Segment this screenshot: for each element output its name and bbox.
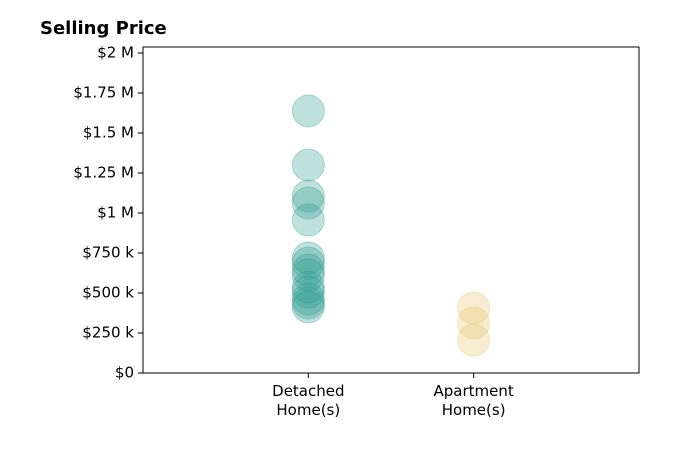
y-tick-label: $1.25 M <box>73 164 134 182</box>
y-tick-label: $0 <box>115 364 134 382</box>
point <box>291 179 325 213</box>
point <box>291 286 325 320</box>
point <box>291 241 325 275</box>
y-tick-label: $250 k <box>82 324 134 342</box>
point <box>291 258 325 292</box>
y-tick-label: $1.75 M <box>73 84 134 102</box>
point <box>291 253 325 287</box>
point <box>457 323 491 357</box>
y-tick-label: $2 M <box>97 44 134 62</box>
point <box>291 246 325 280</box>
y-tick-label: $750 k <box>82 244 134 262</box>
point <box>291 290 325 324</box>
y-tick-label: $500 k <box>82 284 134 302</box>
point <box>291 186 325 220</box>
plot-frame <box>142 46 640 374</box>
x-tick-label: Detached Home(s) <box>272 382 345 419</box>
chart-title: Selling Price <box>40 18 167 39</box>
y-tick-label: $1.5 M <box>83 124 134 142</box>
point <box>291 203 325 237</box>
point <box>457 306 491 340</box>
point <box>291 270 325 304</box>
y-tick-label: $1 M <box>97 204 134 222</box>
x-tick-label: Apartment Home(s) <box>433 382 514 419</box>
point <box>291 94 325 128</box>
point <box>291 275 325 309</box>
point <box>457 291 491 325</box>
point <box>291 148 325 182</box>
point <box>291 282 325 316</box>
